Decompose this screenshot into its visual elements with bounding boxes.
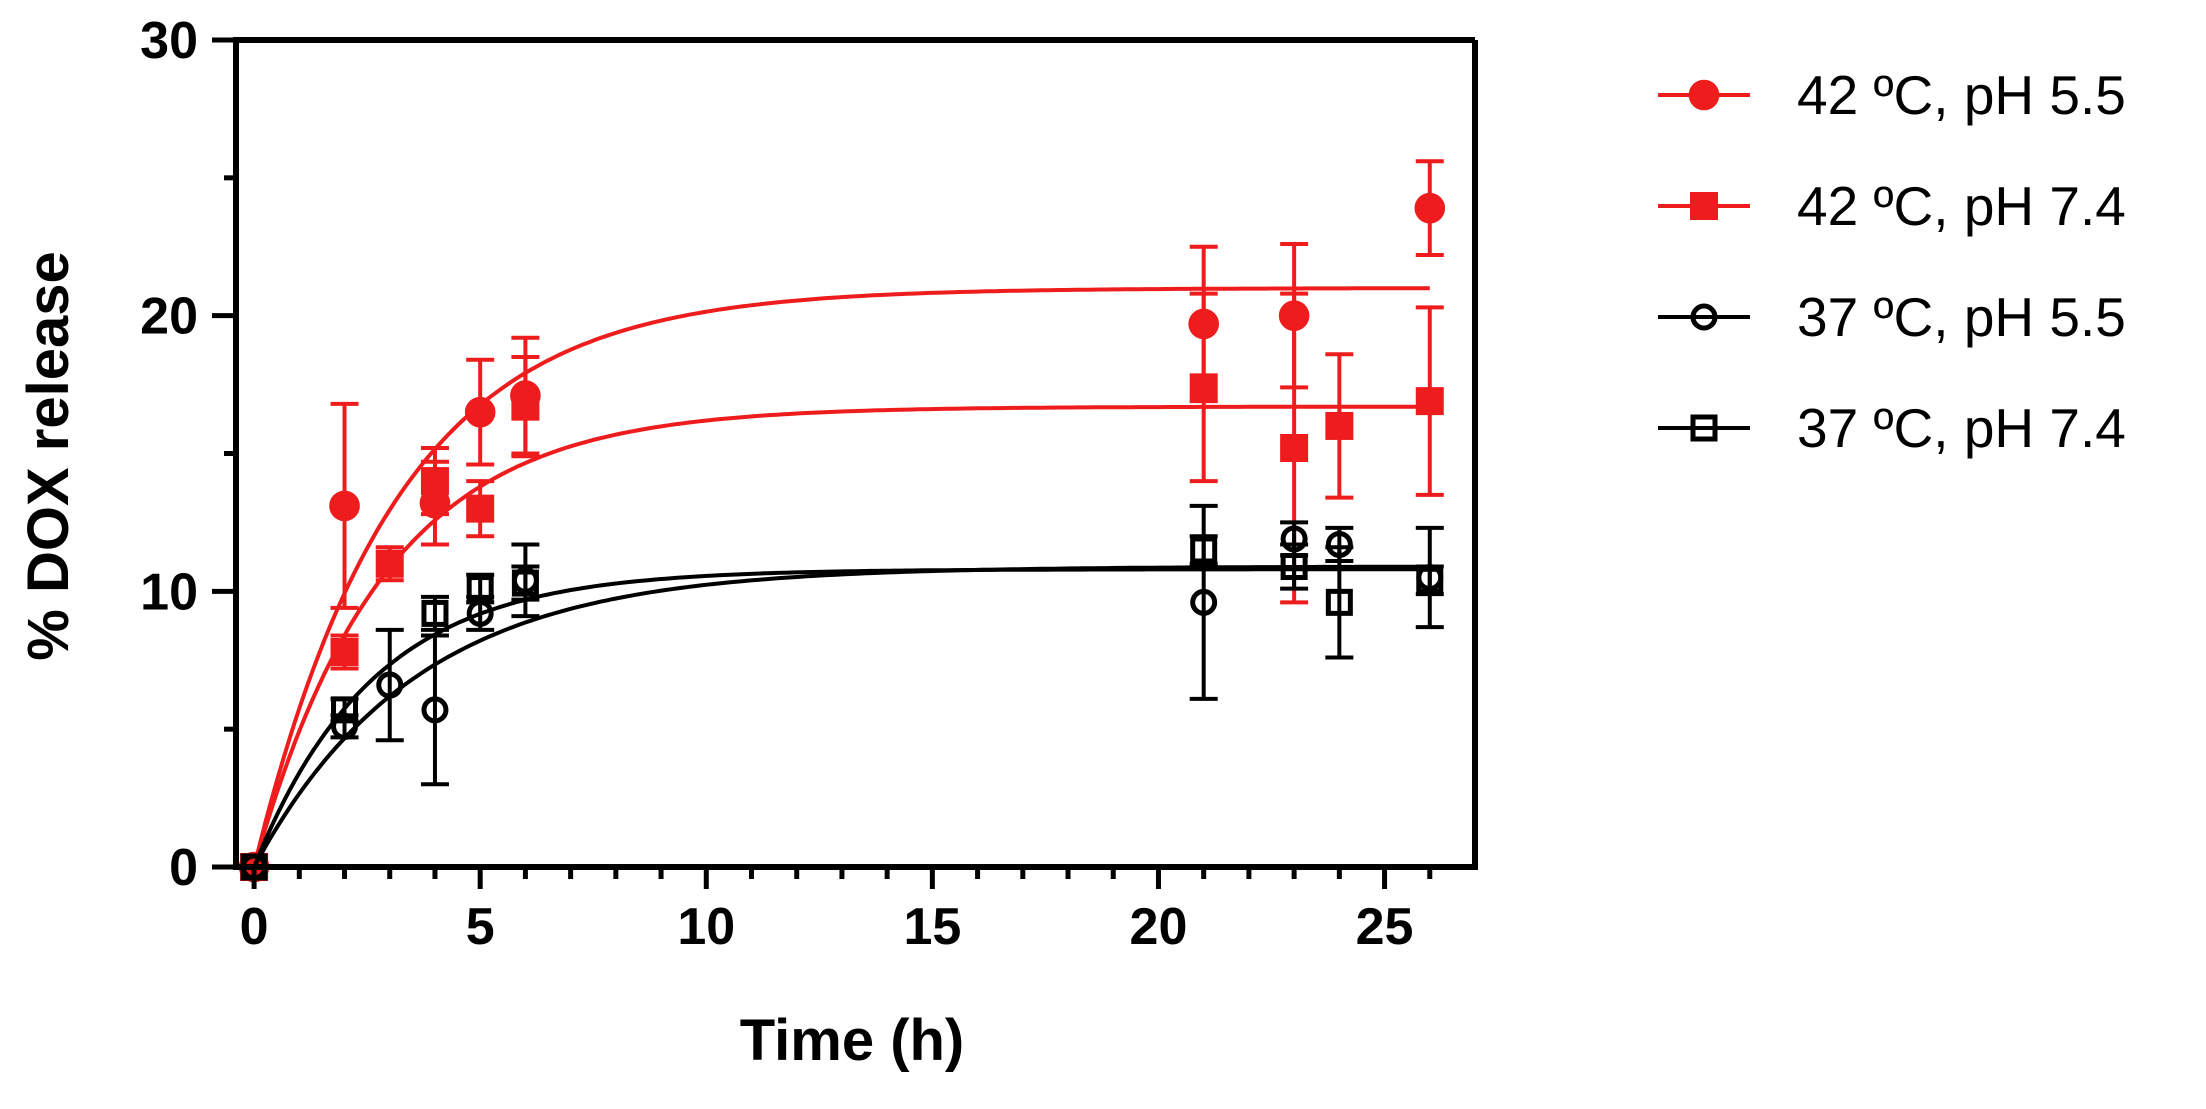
plot-area	[236, 37, 1478, 883]
series-4	[240, 534, 1444, 881]
legend-marker	[1688, 79, 1720, 111]
series-3	[240, 503, 1444, 881]
x-tick-label: 0	[240, 898, 269, 956]
fit-curve	[252, 567, 1430, 868]
y-tick-label: 10	[140, 563, 198, 621]
legend-item-2: 42 ºC, pH 7.4	[1658, 175, 2126, 237]
fit-curve	[252, 286, 1430, 868]
data-point	[330, 637, 359, 666]
legend-label: 37 ºC, pH 7.4	[1797, 397, 2126, 459]
x-axis: 0 5 10 15 20 25	[233, 864, 1478, 956]
x-tick-label: 15	[903, 898, 961, 956]
fit-curve	[252, 564, 1430, 868]
data-point	[1325, 411, 1354, 440]
y-axis-title: % DOX release	[16, 251, 81, 660]
series-2	[240, 291, 1444, 881]
data-point	[1280, 433, 1309, 462]
legend-label: 37 ºC, pH 5.5	[1797, 286, 2126, 348]
data-point	[1416, 566, 1444, 594]
data-point	[511, 392, 540, 421]
x-tick-label: 5	[466, 898, 495, 956]
legend-item-1: 42 ºC, pH 5.5	[1658, 64, 2126, 126]
y-tick-label: 20	[140, 288, 198, 346]
y-tick-label: 30	[140, 12, 198, 70]
legend-item-3: 37 ºC, pH 5.5	[1658, 286, 2126, 348]
data-point	[420, 467, 449, 496]
x-tick-label: 25	[1356, 898, 1414, 956]
x-tick-label: 10	[677, 898, 735, 956]
legend-marker	[1690, 192, 1718, 220]
data-point	[1190, 588, 1218, 616]
data-point	[466, 494, 495, 523]
data-point	[464, 396, 496, 428]
data-point	[466, 575, 494, 603]
legend-marker	[1690, 303, 1718, 331]
data-point	[1415, 387, 1444, 416]
y-tick-label: 0	[169, 839, 198, 897]
y-axis: 0 10 20 30	[140, 12, 239, 897]
legend-label: 42 ºC, pH 7.4	[1797, 175, 2126, 237]
x-tick-label: 20	[1130, 898, 1188, 956]
legend-label: 42 ºC, pH 5.5	[1797, 64, 2126, 126]
legend-item-4: 37 ºC, pH 7.4	[1658, 397, 2126, 459]
data-point	[331, 696, 359, 724]
fit-curve	[252, 404, 1430, 868]
data-point	[1190, 536, 1218, 564]
data-point	[421, 599, 449, 627]
data-point	[329, 490, 360, 522]
data-point	[421, 696, 449, 724]
data-point	[511, 569, 539, 597]
data-point	[376, 671, 404, 699]
data-point	[1189, 373, 1218, 402]
data-point	[1414, 192, 1446, 224]
legend-marker	[1690, 414, 1718, 442]
data-point	[1280, 553, 1308, 581]
x-axis-title: Time (h)	[740, 1008, 965, 1073]
series-1	[238, 159, 1446, 883]
data-point	[1325, 588, 1353, 616]
data-point	[375, 549, 404, 578]
legend: 42 ºC, pH 5.5 42 ºC, pH 7.4 37 ºC, pH 5.5 3…	[1658, 64, 2126, 459]
